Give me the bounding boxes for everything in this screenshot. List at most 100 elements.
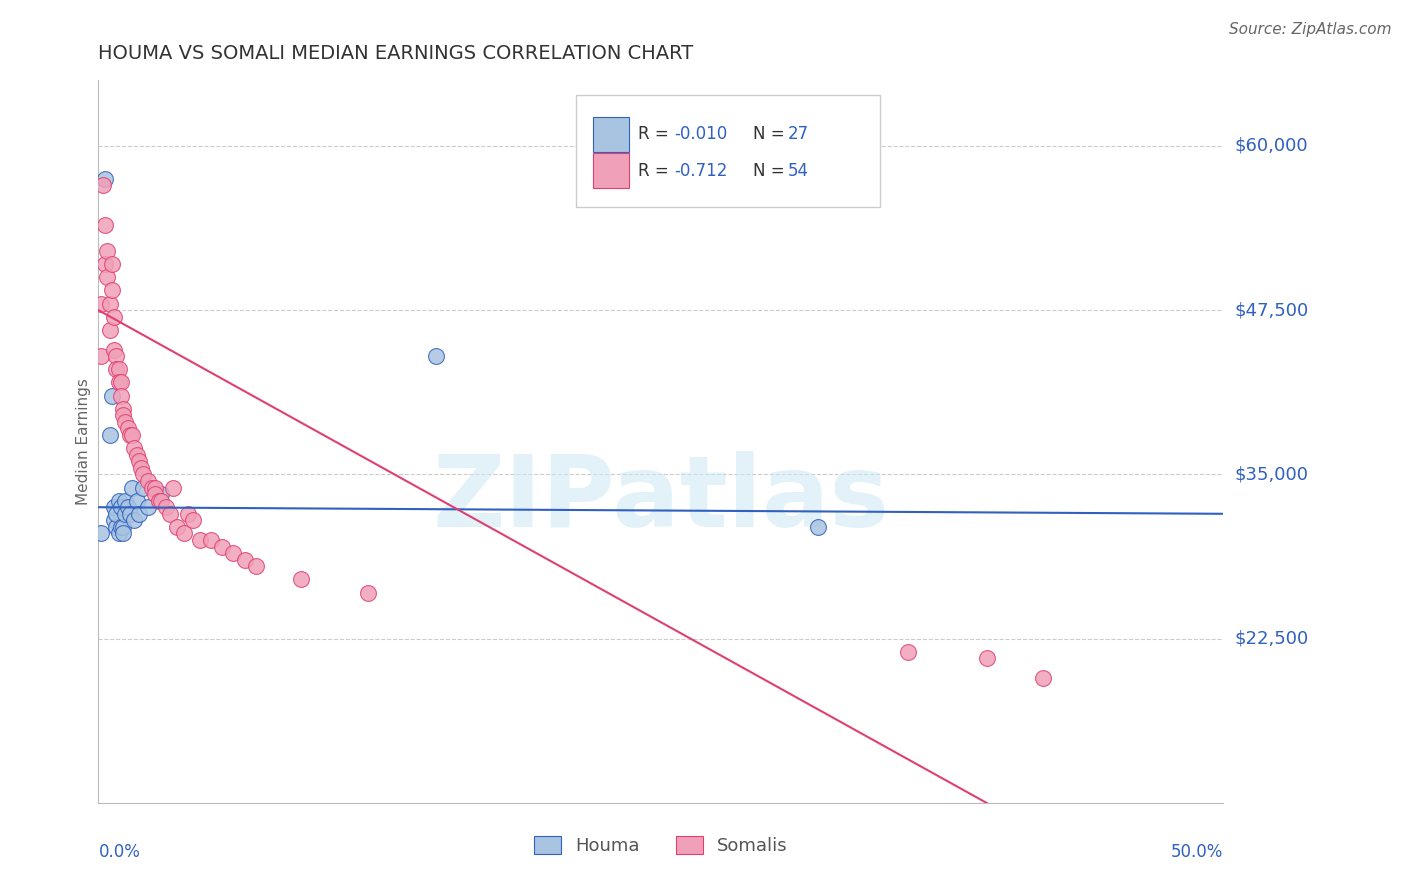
Point xyxy=(132,481,155,495)
Point xyxy=(112,526,135,541)
Point xyxy=(118,428,141,442)
Point xyxy=(101,388,124,402)
Text: ZIPatlas: ZIPatlas xyxy=(433,450,889,548)
Point xyxy=(807,520,830,534)
Point xyxy=(132,467,155,482)
Point xyxy=(143,487,166,501)
Point xyxy=(91,178,114,193)
Point xyxy=(177,507,200,521)
Point xyxy=(125,493,148,508)
Point xyxy=(136,500,159,515)
Point xyxy=(125,448,148,462)
Point xyxy=(103,500,125,515)
Point xyxy=(124,441,146,455)
Text: 50.0%: 50.0% xyxy=(1171,843,1223,861)
Point xyxy=(112,401,135,416)
Point xyxy=(107,526,129,541)
Text: -0.712: -0.712 xyxy=(675,161,728,179)
Point xyxy=(103,310,125,324)
Point xyxy=(118,507,141,521)
Point xyxy=(101,257,124,271)
Point xyxy=(117,421,139,435)
Point xyxy=(148,493,170,508)
Point xyxy=(425,349,447,363)
Text: -0.010: -0.010 xyxy=(675,126,727,144)
Point xyxy=(976,651,998,665)
Point xyxy=(211,540,233,554)
Point xyxy=(114,507,136,521)
Point xyxy=(112,409,135,423)
Text: HOUMA VS SOMALI MEDIAN EARNINGS CORRELATION CHART: HOUMA VS SOMALI MEDIAN EARNINGS CORRELAT… xyxy=(98,45,693,63)
Point xyxy=(1032,671,1054,685)
Point xyxy=(105,507,128,521)
Point xyxy=(128,454,150,468)
Point xyxy=(110,388,132,402)
Point xyxy=(90,526,112,541)
Point xyxy=(110,500,132,515)
Point xyxy=(141,481,163,495)
Point xyxy=(107,362,129,376)
Point xyxy=(143,481,166,495)
Point xyxy=(166,520,188,534)
Point xyxy=(94,218,117,232)
Point xyxy=(107,493,129,508)
Point xyxy=(105,520,128,534)
Text: N =: N = xyxy=(754,161,790,179)
Legend: Houma, Somalis: Houma, Somalis xyxy=(526,829,796,863)
Text: 54: 54 xyxy=(787,161,808,179)
Text: Source: ZipAtlas.com: Source: ZipAtlas.com xyxy=(1229,22,1392,37)
Point xyxy=(129,460,152,475)
Point xyxy=(136,474,159,488)
Point xyxy=(200,533,222,547)
Point xyxy=(96,270,118,285)
Point xyxy=(90,349,112,363)
Point xyxy=(150,493,173,508)
Point xyxy=(173,526,195,541)
Point xyxy=(159,507,181,521)
Y-axis label: Median Earnings: Median Earnings xyxy=(76,378,91,505)
Point xyxy=(101,284,124,298)
Point xyxy=(121,428,143,442)
Point xyxy=(222,546,245,560)
Point xyxy=(112,520,135,534)
Point xyxy=(117,500,139,515)
Point xyxy=(290,573,312,587)
Point xyxy=(357,585,380,599)
Text: 27: 27 xyxy=(787,126,808,144)
Point xyxy=(94,171,117,186)
Point xyxy=(114,493,136,508)
Bar xyxy=(593,153,630,188)
Text: 0.0%: 0.0% xyxy=(98,843,141,861)
FancyBboxPatch shape xyxy=(576,95,880,207)
Text: R =: R = xyxy=(638,161,675,179)
Text: $60,000: $60,000 xyxy=(1234,137,1308,155)
Point xyxy=(98,323,121,337)
Point xyxy=(103,513,125,527)
Point xyxy=(94,257,117,271)
Point xyxy=(150,487,173,501)
Point xyxy=(98,428,121,442)
Point xyxy=(121,481,143,495)
Point xyxy=(107,376,129,390)
Point xyxy=(162,481,184,495)
Point xyxy=(188,533,211,547)
Point xyxy=(233,553,256,567)
Point xyxy=(110,376,132,390)
Point xyxy=(128,507,150,521)
Point xyxy=(96,244,118,258)
Text: $35,000: $35,000 xyxy=(1234,466,1309,483)
Point xyxy=(103,343,125,357)
Text: $22,500: $22,500 xyxy=(1234,630,1309,648)
Text: R =: R = xyxy=(638,126,675,144)
Point xyxy=(114,415,136,429)
Text: N =: N = xyxy=(754,126,790,144)
Point xyxy=(105,362,128,376)
Point xyxy=(105,349,128,363)
Text: $47,500: $47,500 xyxy=(1234,301,1309,319)
Point xyxy=(90,296,112,310)
Point xyxy=(124,513,146,527)
Point xyxy=(245,559,267,574)
Point xyxy=(897,645,920,659)
Bar xyxy=(593,117,630,152)
Point xyxy=(155,500,177,515)
